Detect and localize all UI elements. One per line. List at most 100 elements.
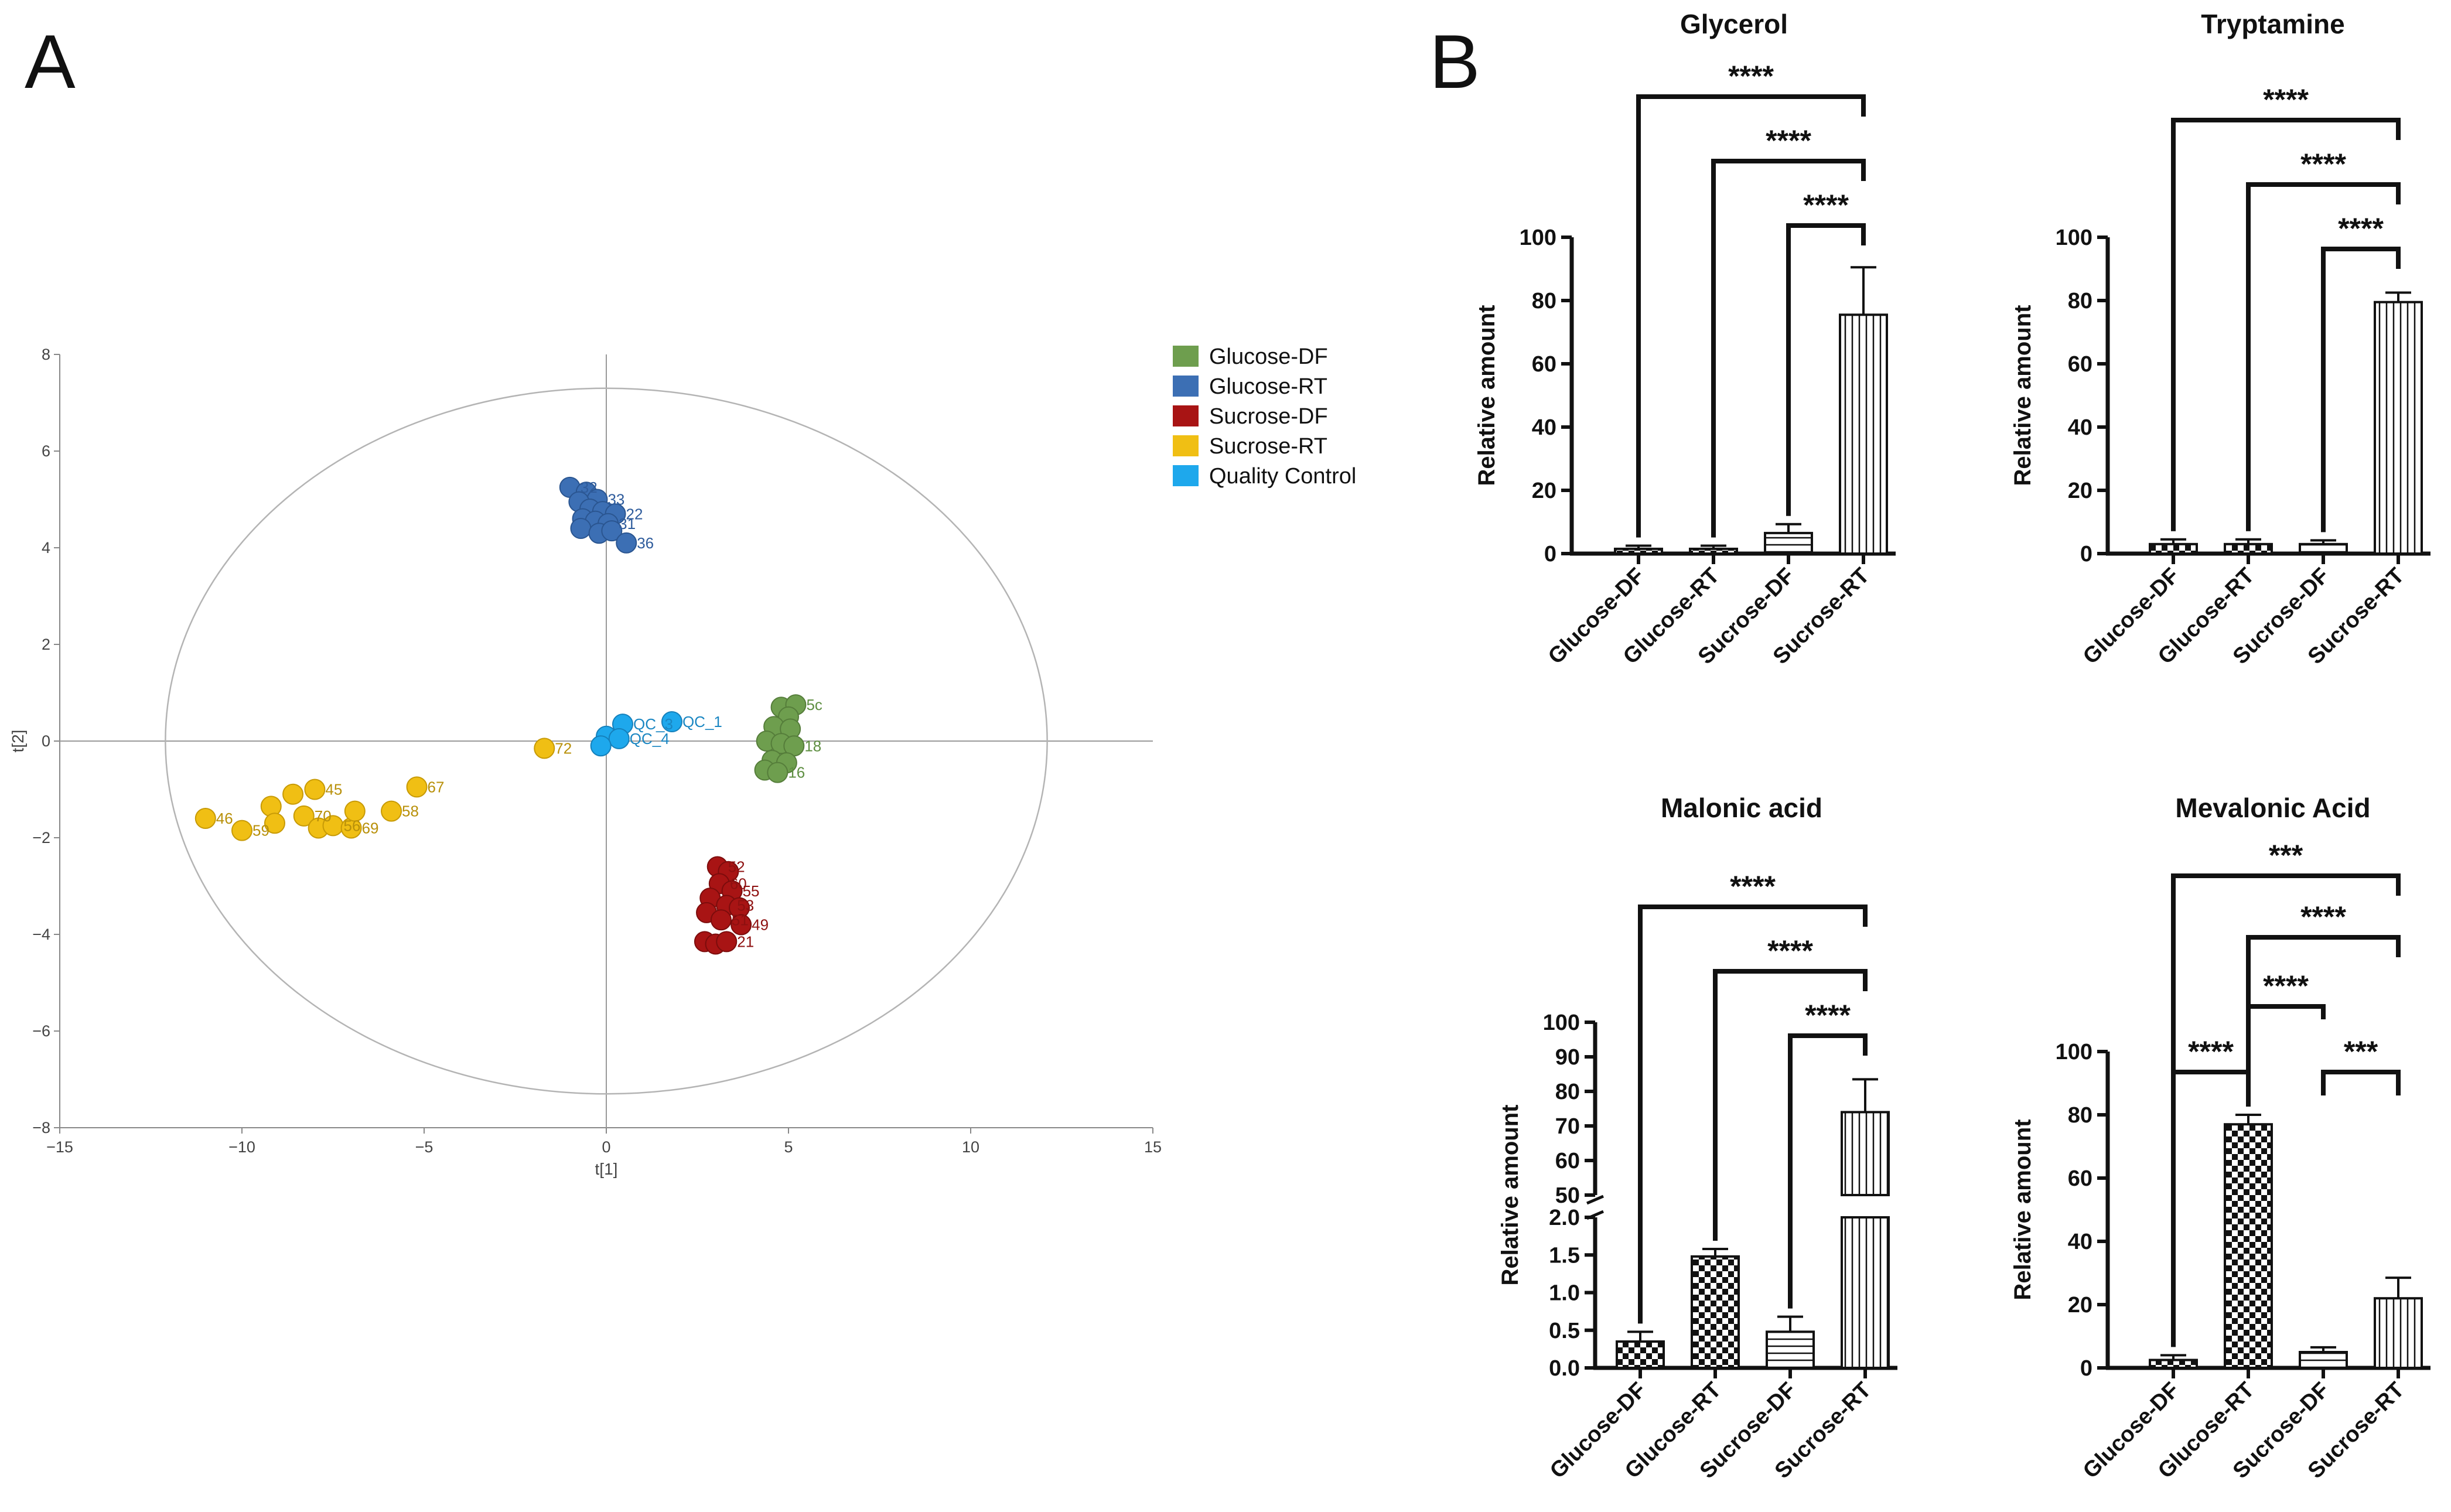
point-label: 52 [728, 858, 745, 876]
significance-label: **** [2263, 970, 2309, 1002]
x-tick-label: −15 [46, 1138, 73, 1156]
point-label: 5c [806, 696, 822, 714]
x-tick-label: 10 [962, 1138, 979, 1156]
pca-legend: Glucose-DF Glucose-RT Sucrose-DF Sucrose-RT… [1173, 344, 1356, 489]
x-axis-label: t[1] [595, 1160, 618, 1178]
y-tick-label: −8 [32, 1119, 50, 1136]
bar [1764, 531, 1813, 555]
significance-bracket [2171, 873, 2401, 1347]
bar [2149, 1359, 2198, 1369]
significance-bracket [1713, 969, 1868, 1241]
y-tick-label: 0 [42, 732, 50, 750]
scatter-point [590, 735, 612, 757]
scatter-point [608, 728, 630, 749]
y-tick-label: 4 [42, 539, 50, 557]
scatter-point [264, 813, 285, 834]
y-tick-label: −4 [32, 926, 50, 943]
point-label: 70 [315, 807, 332, 825]
point-label: 58 [402, 803, 419, 820]
chart-title: Malonic acid [1661, 793, 1822, 823]
y-tick-label: 0.5 [1549, 1319, 1580, 1343]
y-tick-label: 100 [2056, 1040, 2092, 1064]
point-label: 46 [216, 810, 233, 827]
significance-label: **** [2300, 900, 2346, 933]
significance-label: **** [1767, 934, 1813, 967]
scatter-point [194, 808, 216, 829]
legend-entry: Glucose-DF [1209, 344, 1328, 369]
scatter-point [282, 783, 304, 805]
y-tick-label: 0.0 [1549, 1356, 1580, 1381]
y-tick-label: 8 [42, 346, 50, 363]
hotelling-ellipse [165, 387, 1048, 1095]
point-label: 49 [752, 916, 769, 934]
significance-bracket [2171, 1070, 2251, 1095]
series-sucrose-rt: 46 59 70 45 56 69 58 67 72 [194, 738, 572, 841]
bar [2299, 542, 2348, 555]
pca-score-plot: −15 −10 −5 0 5 10 1586420−2−4−6−8t[1]t[2]32332… [9, 346, 1162, 1178]
significance-bracket [1636, 94, 1866, 538]
scatter-point [381, 800, 402, 822]
legend-swatch [1173, 405, 1199, 426]
significance-bracket [2321, 247, 2401, 533]
y-tick-label: 2 [42, 636, 50, 653]
scatter-point [344, 800, 366, 822]
significance-label: **** [1805, 999, 1851, 1032]
panel-a-label: A [25, 19, 76, 104]
y-tick-label: 70 [1555, 1114, 1580, 1139]
y-axis-label: Relative amount [1497, 1105, 1523, 1286]
y-axis-label: Relative amount [1474, 305, 1500, 486]
significance-bracket [1711, 159, 1866, 538]
scatter-point [231, 820, 252, 841]
y-tick-label: 0 [1544, 542, 1556, 566]
y-tick-label: 20 [1532, 479, 1556, 503]
chart-title: Tryptamine [2201, 9, 2344, 39]
significance-label: **** [1730, 870, 1776, 903]
y-tick-label: 1.5 [1549, 1243, 1580, 1268]
x-tick-label: 5 [784, 1138, 793, 1156]
y-tick-label: 80 [2068, 289, 2092, 313]
point-label: 33 [607, 491, 624, 508]
scatter-point [293, 805, 315, 827]
significance-bracket [2171, 118, 2401, 531]
y-tick-label: 6 [42, 442, 50, 460]
y-tick-label: 60 [2068, 352, 2092, 377]
series-quality-control: QC_3 QC_1 QC_4 [590, 711, 722, 757]
significance-label: **** [2300, 148, 2346, 180]
point-label: 59 [252, 822, 269, 839]
scatter-point [534, 738, 555, 759]
significance-label: *** [2269, 839, 2303, 872]
y-tick-label: 80 [1555, 1080, 1580, 1104]
point-label: 72 [555, 739, 572, 757]
significance-bracket [2246, 935, 2401, 1107]
bar [1689, 547, 1738, 555]
y-axis-label: Relative amount [2010, 1120, 2036, 1301]
point-label: 60 [730, 875, 747, 892]
axis-break-mark [1586, 1194, 1604, 1205]
significance-label: **** [2263, 83, 2309, 116]
point-label: 36 [637, 534, 654, 552]
point-label: QC_1 [682, 713, 722, 731]
significance-label: **** [2188, 1035, 2234, 1068]
point-label: 55 [743, 882, 760, 900]
bar [2224, 1123, 2273, 1369]
significance-label: *** [2344, 1035, 2378, 1068]
scatter-point [661, 711, 682, 732]
point-label: 53 [737, 897, 754, 914]
point-label: QC_4 [630, 730, 670, 748]
y-tick-label: 90 [1555, 1045, 1580, 1070]
chart-title: Glycerol [1680, 9, 1788, 39]
significance-bracket [2246, 1004, 2326, 1019]
panel-b-label: B [1429, 19, 1480, 104]
y-tick-label: 0 [2080, 542, 2092, 566]
scatter-point [570, 518, 592, 539]
y-tick-label: 40 [2068, 1230, 2092, 1254]
y-tick-label: 20 [2068, 479, 2092, 503]
bar [2224, 542, 2273, 555]
point-label: 31 [619, 515, 636, 533]
scatter-point [767, 762, 788, 783]
y-tick-label: 2.0 [1549, 1206, 1580, 1230]
point-label: QC_3 [633, 715, 673, 733]
point-label: 18 [804, 737, 821, 755]
